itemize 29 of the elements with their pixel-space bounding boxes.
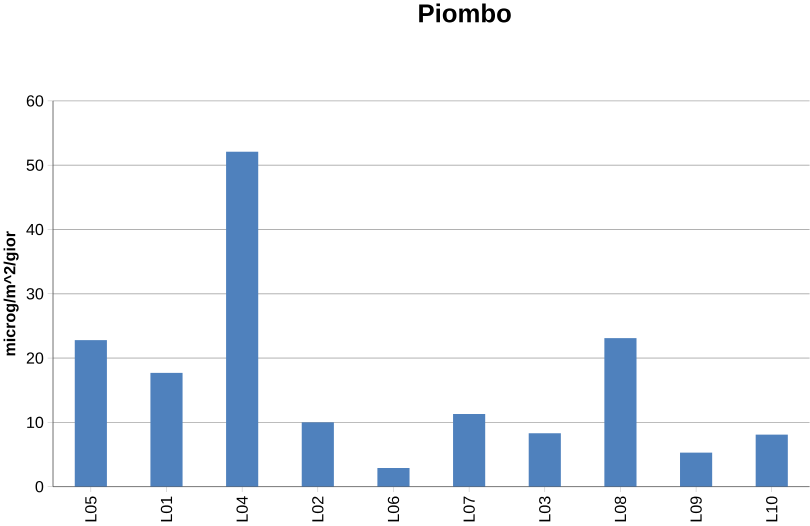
x-tick-label: L09 — [690, 496, 702, 522]
chart-title: Piombo — [419, 3, 511, 22]
bar — [528, 433, 561, 487]
bar — [453, 414, 486, 487]
x-tick-label: L05 — [85, 496, 97, 522]
x-tick-label: L06 — [388, 496, 400, 522]
y-axis-title: microg/m^2/gior — [4, 231, 19, 356]
y-tick-label: 50 — [26, 159, 44, 171]
bar — [604, 338, 637, 487]
bar — [74, 340, 107, 487]
y-tick-label: 0 — [36, 480, 44, 492]
x-tick-label: L08 — [614, 496, 626, 522]
bar — [680, 452, 712, 487]
y-tick-label: 40 — [26, 224, 44, 236]
y-tick-label: 30 — [26, 288, 44, 300]
y-tick-label: 10 — [27, 416, 44, 428]
x-tick-label: L01 — [160, 496, 172, 522]
bar — [150, 372, 183, 487]
bar — [377, 468, 410, 487]
x-tick-label: L07 — [463, 496, 475, 522]
bar — [756, 434, 788, 487]
bar — [302, 422, 334, 487]
x-tick-label: L10 — [766, 496, 778, 522]
x-tick-label: L04 — [236, 496, 248, 522]
bar — [226, 152, 258, 487]
y-tick-label: 20 — [26, 352, 44, 364]
x-tick-label: L03 — [539, 496, 550, 522]
y-tick-label: 60 — [26, 95, 44, 106]
x-tick-label: L02 — [312, 496, 324, 522]
